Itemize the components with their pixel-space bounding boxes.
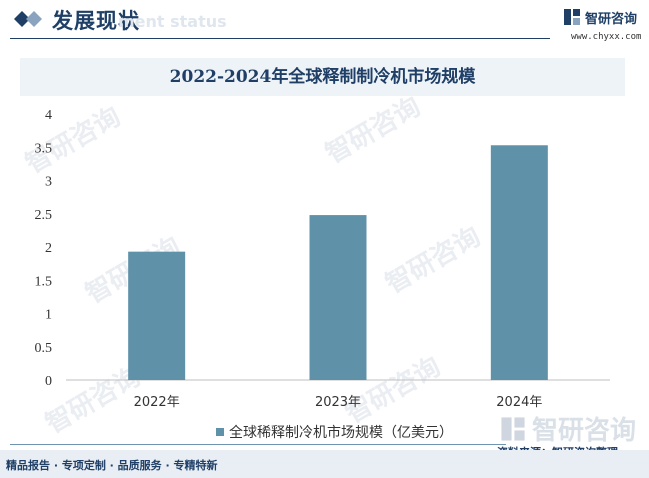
diamond-arrows-icon [14, 11, 42, 27]
brand: 智研咨询 [563, 6, 637, 28]
x-tick-label: 2022年 [134, 395, 180, 410]
chyxx-logo-icon [564, 9, 580, 25]
y-tick-label: 1 [45, 308, 52, 323]
legend-swatch [216, 428, 224, 436]
y-tick-label: 2 [45, 241, 52, 256]
footer-tagline: 精品报告 · 专项定制 · 品质服务 · 专精特新 [6, 459, 218, 472]
y-tick-label: 3 [45, 175, 52, 190]
chart-legend: 全球稀释制冷机市场规模（亿美元） [216, 423, 453, 441]
watermark-text: 智研咨询 [532, 416, 637, 446]
brand-url: www.chyxx.com [571, 32, 642, 42]
page-footer: 精品报告 · 专项定制 · 品质服务 · 专精特新 [0, 450, 649, 478]
x-tick-label: 2024年 [496, 395, 542, 410]
chart-title: 2022-2024年全球释制制冷机市场规模 [169, 67, 476, 87]
y-tick-label: 1.5 [35, 274, 53, 289]
y-tick-label: 0 [45, 374, 52, 389]
chart-title-band: 2022-2024年全球释制制冷机市场规模 [20, 58, 625, 96]
section-title: 发展现状 [52, 9, 140, 33]
y-tick-label: 3.5 [35, 141, 53, 156]
chyxx-logo-icon [501, 416, 525, 441]
watermark-logo: 智研咨询 [500, 410, 636, 447]
y-tick-label: 2.5 [35, 208, 53, 223]
bar [490, 145, 548, 380]
page-header: 发展现状 ment status 智研咨询 www.chyxx.com [0, 0, 649, 44]
header-divider [10, 38, 550, 39]
bar [309, 215, 367, 380]
legend-label: 全球稀释制冷机市场规模（亿美元） [229, 425, 453, 441]
y-tick-label: 4 [45, 108, 52, 123]
footer-divider [10, 444, 506, 445]
brand-name: 智研咨询 [585, 11, 638, 27]
y-tick-label: 0.5 [35, 341, 53, 356]
bar [128, 251, 186, 380]
section-subtitle: ment status [118, 12, 227, 31]
x-tick-label: 2023年 [315, 395, 361, 410]
